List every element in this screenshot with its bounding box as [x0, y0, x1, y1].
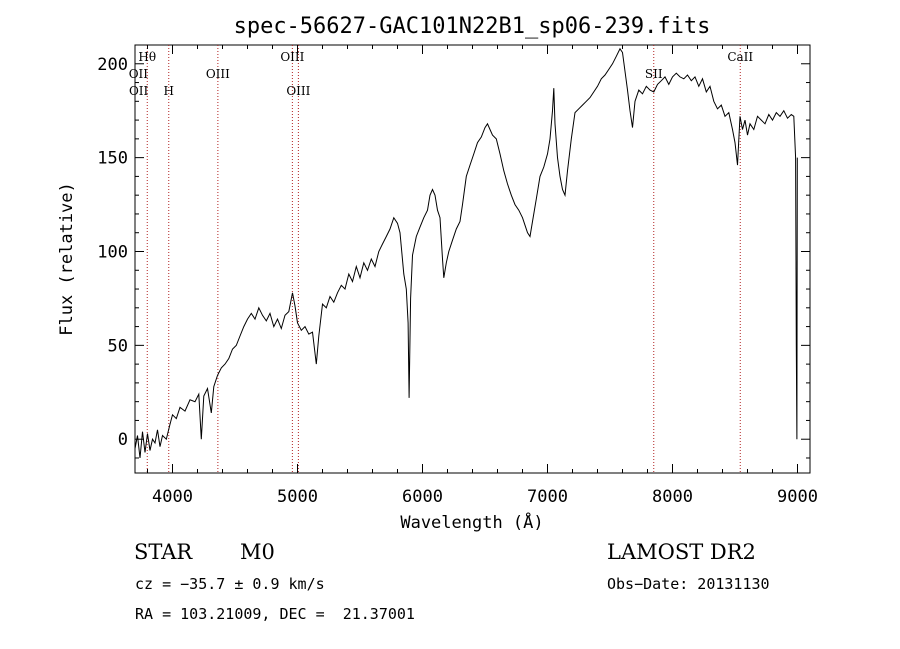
line-label-5: OIII	[280, 50, 304, 64]
line-label-0: Hθ	[138, 50, 156, 64]
x-tick-label-0: 4000	[152, 487, 193, 507]
class-label: STAR	[134, 540, 193, 564]
x-axis-ticks: 4000 5000 6000 7000 8000 9000	[147, 45, 818, 507]
ra-dec: RA = 103.21009, DEC = 21.37001	[135, 605, 415, 623]
y-tick-label-2: 100	[97, 242, 128, 262]
cz-value: cz = −35.7 ± 0.9 km/s	[135, 575, 325, 593]
y-tick-label-4: 200	[97, 55, 128, 75]
line-label-8: CaII	[727, 50, 753, 64]
plot-frame	[134, 44, 811, 474]
line-label-6: OIII	[286, 84, 310, 98]
line-label-4: OIII	[206, 67, 230, 81]
line-label-2: OII	[129, 84, 149, 98]
x-axis-label: Wavelength (Å)	[400, 511, 543, 533]
survey-label: LAMOST DR2	[607, 540, 756, 564]
line-label-7: SII	[645, 67, 663, 81]
x-tick-label-1: 5000	[277, 487, 318, 507]
x-tick-label-4: 8000	[652, 487, 693, 507]
line-label-1: OII	[129, 67, 149, 81]
line-label-3: H	[164, 84, 174, 98]
y-axis-label: Flux (relative)	[57, 182, 77, 336]
marker-lines	[146, 45, 741, 473]
x-tick-label-3: 7000	[527, 487, 568, 507]
y-tick-label-1: 50	[108, 336, 128, 356]
obs-date: Obs−Date: 20131130	[607, 575, 770, 593]
y-tick-label-0: 0	[118, 430, 128, 450]
subclass-label: M0	[240, 540, 275, 564]
spectrum-line	[134, 47, 798, 459]
line-labels: Hθ OII OII H OIII OIII OIII SII CaII	[129, 50, 754, 98]
x-tick-label-5: 9000	[777, 487, 818, 507]
x-tick-label-2: 6000	[402, 487, 443, 507]
y-axis-ticks: 0 50 100 150 200	[97, 55, 810, 459]
y-tick-label-3: 150	[97, 149, 128, 169]
chart-title: spec-56627-GAC101N22B1_sp06-239.fits	[234, 14, 711, 39]
